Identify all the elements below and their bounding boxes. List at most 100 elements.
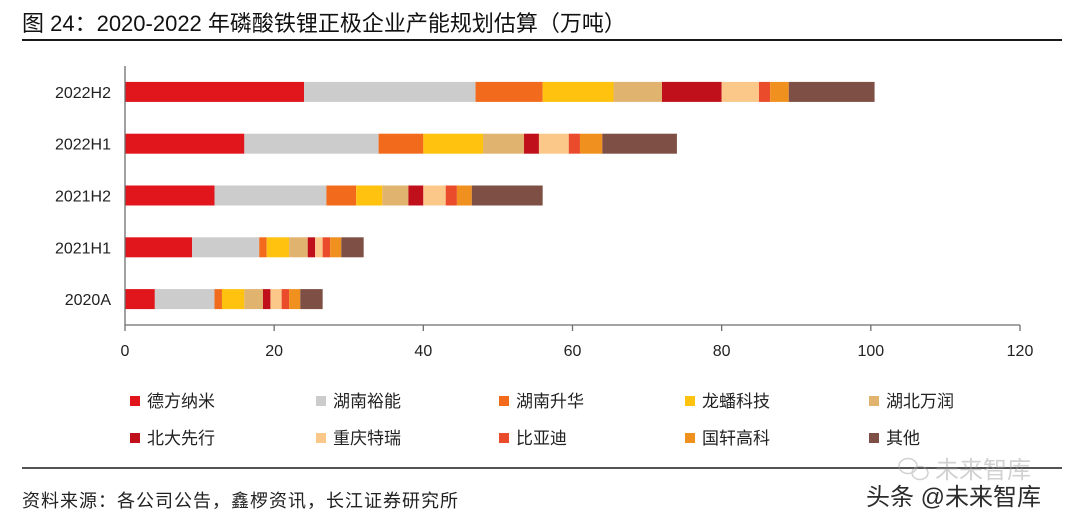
bar-segment	[602, 133, 677, 154]
bar-segment	[125, 237, 193, 258]
bar-segment	[721, 81, 759, 102]
bar-segment	[613, 81, 662, 102]
bar-segment	[322, 237, 331, 258]
x-tick-label: 80	[713, 343, 731, 360]
x-tick-label: 120	[1007, 343, 1034, 360]
legend-item: 湖南裕能	[316, 392, 401, 411]
bar-segment	[262, 289, 271, 310]
legend-label: 比亚迪	[516, 429, 567, 448]
legend-item: 国轩高科	[685, 429, 770, 448]
bar-segment	[542, 81, 614, 102]
legend-label: 重庆特瑞	[333, 429, 401, 448]
bar-segment	[341, 237, 364, 258]
legend-swatch	[499, 433, 509, 443]
bar-segment	[579, 133, 603, 154]
category-label: 2020A	[65, 292, 112, 309]
bar-segment	[471, 185, 543, 206]
bar-segment	[408, 185, 424, 206]
legend-label: 龙蟠科技	[702, 392, 770, 411]
bars	[125, 81, 875, 310]
bar-segment	[568, 133, 580, 154]
legend-label: 湖南裕能	[333, 392, 401, 411]
bar-segment	[300, 289, 323, 310]
bar-segment	[483, 133, 525, 154]
bar-segment	[289, 237, 308, 258]
category-label: 2021H1	[55, 240, 111, 257]
wechat-watermark-text: 未来智库	[935, 457, 1031, 484]
bar-segment	[125, 133, 245, 154]
bar-segment	[538, 133, 569, 154]
legend-swatch	[685, 396, 695, 406]
figure-title: 图 24：2020-2022 年磷酸铁锂正极企业产能规划估算（万吨）	[22, 11, 626, 36]
legend-swatch	[316, 396, 326, 406]
wechat-icon	[898, 457, 929, 481]
bar-segment	[315, 237, 323, 258]
toutiao-watermark: 头条 @未来智库	[866, 484, 1041, 511]
legend-label: 湖南升华	[516, 392, 584, 411]
legend-item: 其他	[869, 429, 920, 448]
bar-segment	[244, 133, 379, 154]
bar-segment	[662, 81, 722, 102]
bar-segment	[214, 185, 327, 206]
bar-segment	[270, 289, 282, 310]
legend-item: 比亚迪	[499, 429, 567, 448]
bar-segment	[423, 185, 446, 206]
bar-segment	[214, 289, 222, 310]
legend-item: 湖南升华	[499, 392, 584, 411]
legend-swatch	[130, 433, 140, 443]
bar-segment	[423, 133, 483, 154]
x-tick-label: 100	[857, 343, 884, 360]
legend-swatch	[869, 433, 879, 443]
category-label: 2022H1	[55, 137, 111, 154]
bar-segment	[307, 237, 316, 258]
legend-label: 北大先行	[147, 429, 215, 448]
bar-segment	[154, 289, 215, 310]
bar-segment	[330, 237, 342, 258]
bar-segment	[192, 237, 260, 258]
bar-segment	[475, 81, 543, 102]
category-label: 2021H2	[55, 189, 111, 206]
legend-swatch	[130, 396, 140, 406]
category-label: 2022H2	[55, 85, 111, 102]
x-tick-label: 60	[564, 343, 582, 360]
bar-segment	[326, 185, 357, 206]
legend-label: 国轩高科	[702, 429, 770, 448]
bar-segment	[524, 133, 539, 154]
bar-segment	[382, 185, 409, 206]
source-note: 资料来源：各公司公告，鑫椤资讯，长江证券研究所	[22, 491, 459, 511]
bar-segment	[378, 133, 424, 154]
x-tick-label: 0	[121, 343, 130, 360]
bar-segment	[289, 289, 301, 310]
bar-segment	[788, 81, 875, 102]
bar-segment	[770, 81, 789, 102]
legend-label: 其他	[886, 429, 920, 448]
legend-item: 重庆特瑞	[316, 429, 401, 448]
bar-segment	[304, 81, 476, 102]
legend-swatch	[316, 433, 326, 443]
bar-segment	[456, 185, 472, 206]
bar-segment	[758, 81, 771, 102]
bar-segment	[281, 289, 290, 310]
bar-segment	[125, 81, 304, 102]
legend-label: 德方纳米	[147, 392, 215, 411]
bar-segment	[266, 237, 290, 258]
legend-swatch	[685, 433, 695, 443]
bar-segment	[244, 289, 263, 310]
x-tick-label: 20	[265, 343, 283, 360]
legend-item: 北大先行	[130, 429, 215, 448]
legend-swatch	[869, 396, 879, 406]
bar-segment	[125, 289, 155, 310]
legend-item: 龙蟠科技	[685, 392, 770, 411]
bar-segment	[125, 185, 215, 206]
bar-segment	[445, 185, 457, 206]
stacked-bar-chart: 2022H2 2022H1 2021H2 2021H1 2020A 0 20 40 60 80 10…	[55, 66, 1033, 360]
wechat-watermark	[898, 457, 929, 481]
legend-item: 湖北万润	[869, 392, 954, 411]
legend-item: 德方纳米	[130, 392, 215, 411]
bar-segment	[221, 289, 245, 310]
bar-segment	[259, 237, 267, 258]
legend-label: 湖北万润	[886, 392, 954, 411]
bar-segment	[356, 185, 383, 206]
